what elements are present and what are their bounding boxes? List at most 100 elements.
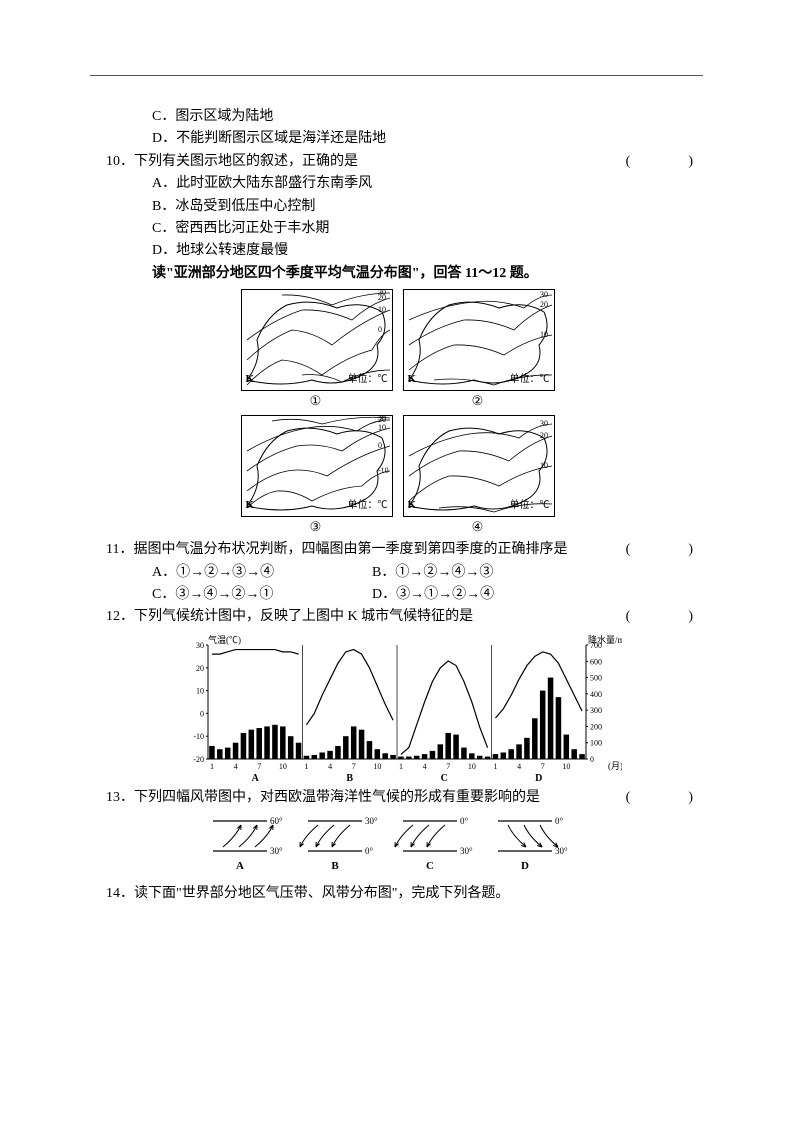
svg-text:1: 1 [398, 762, 402, 771]
svg-text:-10: -10 [378, 466, 389, 475]
q11-number: 11． [106, 539, 133, 561]
svg-text:7: 7 [257, 762, 261, 771]
svg-text:0: 0 [200, 709, 204, 718]
map-subscript: ① [241, 391, 391, 412]
svg-text:10: 10 [540, 330, 548, 339]
svg-text:600: 600 [590, 657, 602, 666]
q10-option-c: C．密西西比河正处于丰水期 [90, 218, 703, 240]
map-panel: 102030K单位：℃④ [403, 415, 553, 535]
svg-text:10: 10 [278, 762, 286, 771]
svg-text:1: 1 [493, 762, 497, 771]
q14-stem-line: 14． 读下面"世界部分地区气压带、风带分布图"，完成下列各题。 [90, 883, 703, 905]
map-panel: 0102030K单位：℃① [241, 289, 391, 409]
svg-text:30: 30 [378, 416, 386, 422]
q11-option-c: C．③→④→②→① [152, 584, 372, 606]
svg-text:10: 10 [196, 686, 204, 695]
svg-text:D: D [521, 860, 529, 872]
q14-stem: 读下面"世界部分地区气压带、风带分布图"，完成下列各题。 [134, 883, 509, 905]
svg-text:0°: 0° [365, 846, 374, 856]
svg-text:0: 0 [590, 755, 594, 764]
svg-text:C: C [426, 860, 434, 872]
map-subscript: ③ [241, 517, 391, 538]
svg-text:B: B [346, 773, 353, 783]
svg-text:1: 1 [209, 762, 213, 771]
map-box: 10 2030 K 单位：℃ [403, 289, 555, 391]
svg-text:20: 20 [196, 663, 204, 672]
svg-text:20: 20 [540, 300, 548, 309]
svg-text:7: 7 [446, 762, 450, 771]
climate-chart-figure: 气温(℃)降水量/mm3020100-10-207006005004003002… [90, 633, 703, 783]
svg-text:1: 1 [304, 762, 308, 771]
map-unit-label: 单位：℃ [348, 498, 388, 514]
svg-text:30: 30 [378, 290, 386, 297]
q13-stem: 下列四幅风带图中，对西欧温带海洋性气候的形成有重要影响的是 [134, 787, 540, 809]
q11-option-b: B．①→②→④→③ [372, 562, 592, 584]
answer-blank[interactable]: ( ) [626, 151, 703, 173]
q11-option-a: A．①→②→③→④ [152, 562, 372, 584]
svg-text:300: 300 [590, 706, 602, 715]
exam-page: C．图示区域为陆地 D．不能判断图示区域是海洋还是陆地 10． 下列有关图示地区… [0, 0, 793, 1122]
svg-text:30°: 30° [365, 816, 378, 826]
map-unit-label: 单位：℃ [510, 372, 550, 388]
svg-text:10: 10 [378, 305, 386, 314]
svg-text:4: 4 [517, 762, 521, 771]
svg-text:30°: 30° [555, 846, 568, 856]
svg-text:20: 20 [540, 431, 548, 440]
svg-text:200: 200 [590, 722, 602, 731]
wind-belt-figure: 60° 30° A 30° 0° B 0° 30° C 0° 30° D [90, 813, 703, 879]
svg-text:4: 4 [328, 762, 332, 771]
svg-text:0°: 0° [555, 816, 564, 826]
q11-stem-line: 11． 据图中气温分布状况判断，四幅图由第一季度到第四季度的正确排序是 ( ) [90, 539, 703, 561]
svg-text:30: 30 [540, 290, 548, 299]
svg-text:C: C [440, 773, 447, 783]
map-k-label: K [246, 497, 255, 515]
q11-stem: 据图中气温分布状况判断，四幅图由第一季度到第四季度的正确排序是 [133, 539, 567, 561]
map-panel: 102030K单位：℃② [403, 289, 553, 409]
svg-text:0°: 0° [460, 816, 469, 826]
svg-text:30: 30 [540, 419, 548, 428]
svg-text:A: A [236, 860, 244, 872]
map-box: 102030K单位：℃ [403, 415, 555, 517]
q10-option-b: B．冰岛受到低压中心控制 [90, 196, 703, 218]
svg-text:0: 0 [378, 325, 382, 334]
q10-number: 10． [106, 151, 134, 173]
q11-options-row2: C．③→④→②→① D．③→①→②→④ [90, 584, 703, 606]
map-subscript: ④ [403, 517, 553, 538]
svg-text:-20: -20 [193, 755, 204, 764]
q9-option-c: C．图示区域为陆地 [90, 106, 703, 128]
map-unit-label: 单位：℃ [348, 372, 388, 388]
svg-text:B: B [331, 860, 339, 872]
svg-text:700: 700 [590, 641, 602, 650]
q10-option-d: D．地球公转速度最慢 [90, 240, 703, 262]
svg-text:30: 30 [196, 641, 204, 650]
q12-stem-line: 12． 下列气候统计图中，反映了上图中 K 城市气候特征的是 ( ) [90, 606, 703, 628]
q11-options-row1: A．①→②→③→④ B．①→②→④→③ [90, 562, 703, 584]
svg-text:10: 10 [467, 762, 475, 771]
svg-text:400: 400 [590, 690, 602, 699]
wind-chart-svg: 60° 30° A 30° 0° B 0° 30° C 0° 30° D [207, 813, 587, 879]
q13-number: 13． [106, 787, 134, 809]
svg-text:(月): (月) [608, 761, 622, 771]
svg-text:30°: 30° [270, 846, 283, 856]
q13-stem-line: 13． 下列四幅风带图中，对西欧温带海洋性气候的形成有重要影响的是 ( ) [90, 787, 703, 809]
map-k-label: K [408, 371, 417, 389]
q12-stem: 下列气候统计图中，反映了上图中 K 城市气候特征的是 [134, 606, 473, 628]
svg-text:500: 500 [590, 673, 602, 682]
svg-text:30°: 30° [460, 846, 473, 856]
answer-blank[interactable]: ( ) [626, 606, 703, 628]
top-rule [90, 75, 703, 76]
section-intro: 读"亚洲部分地区四个季度平均气温分布图"，回答 11～12 题。 [90, 263, 703, 285]
svg-text:60°: 60° [270, 816, 283, 826]
svg-text:D: D [535, 773, 542, 783]
q10-stem-line: 10． 下列有关图示地区的叙述，正确的是 ( ) [90, 151, 703, 173]
svg-text:10: 10 [378, 423, 386, 432]
svg-text:10: 10 [373, 762, 381, 771]
answer-blank[interactable]: ( ) [626, 539, 703, 561]
svg-text:10: 10 [540, 461, 548, 470]
climate-chart-svg: 气温(℃)降水量/mm3020100-10-207006005004003002… [172, 633, 622, 783]
map-k-label: K [408, 497, 417, 515]
svg-text:7: 7 [540, 762, 544, 771]
svg-text:100: 100 [590, 738, 602, 747]
svg-text:10: 10 [562, 762, 570, 771]
answer-blank[interactable]: ( ) [626, 787, 703, 809]
